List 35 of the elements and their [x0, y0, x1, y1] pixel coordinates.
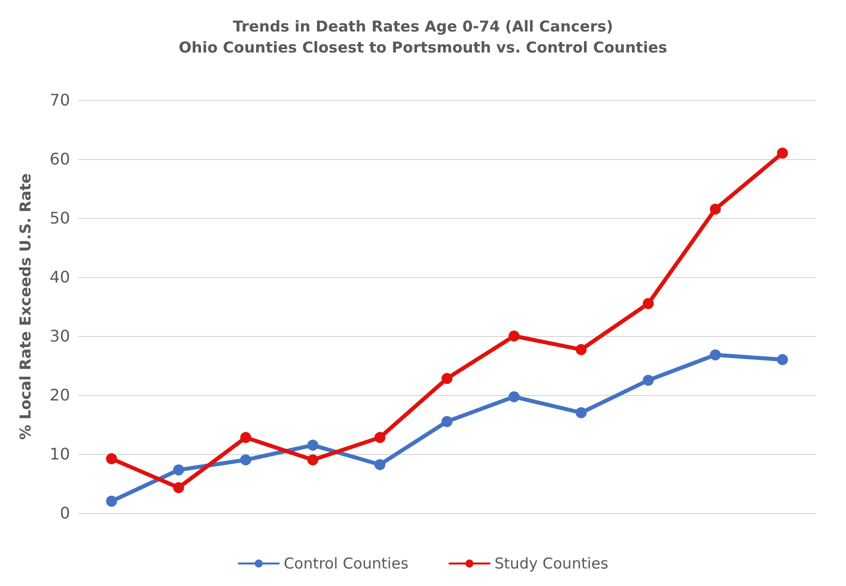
point [307, 440, 318, 451]
point [576, 407, 587, 418]
y-tick-label: 40 [50, 268, 70, 286]
y-axis-title: % Local Rate Exceeds U.S. Rate [16, 173, 34, 440]
y-tick-label: 70 [50, 90, 70, 110]
point [442, 372, 452, 384]
point [642, 298, 654, 310]
point [307, 454, 318, 466]
point [576, 344, 587, 356]
y-tick-label: 0 [60, 504, 70, 522]
legend-label: Control Counties [284, 554, 409, 572]
point [374, 459, 386, 470]
point [776, 148, 788, 159]
point [508, 391, 520, 402]
legend-label: Study Counties [494, 554, 608, 572]
point [776, 354, 788, 366]
y-tick-label: 10 [50, 444, 70, 464]
point [642, 374, 654, 386]
point [173, 464, 184, 476]
point [240, 454, 252, 466]
point [106, 453, 118, 464]
point [508, 330, 520, 342]
y-tick-label: 20 [50, 386, 70, 404]
point [240, 432, 252, 443]
y-tick-label: 50 [50, 208, 70, 228]
chart-subtitle: Ohio Counties Closest to Portsmouth vs. Control Counties [178, 38, 668, 56]
point [173, 482, 184, 494]
chart-title: Trends in Death Rates Age 0-74 (All Cancers) [232, 18, 614, 36]
point [710, 204, 721, 215]
y-tick-label: 60 [50, 150, 70, 168]
point [106, 496, 118, 507]
point [442, 416, 452, 428]
y-tick-label: 30 [50, 326, 70, 346]
point [374, 432, 386, 443]
point [710, 349, 721, 360]
